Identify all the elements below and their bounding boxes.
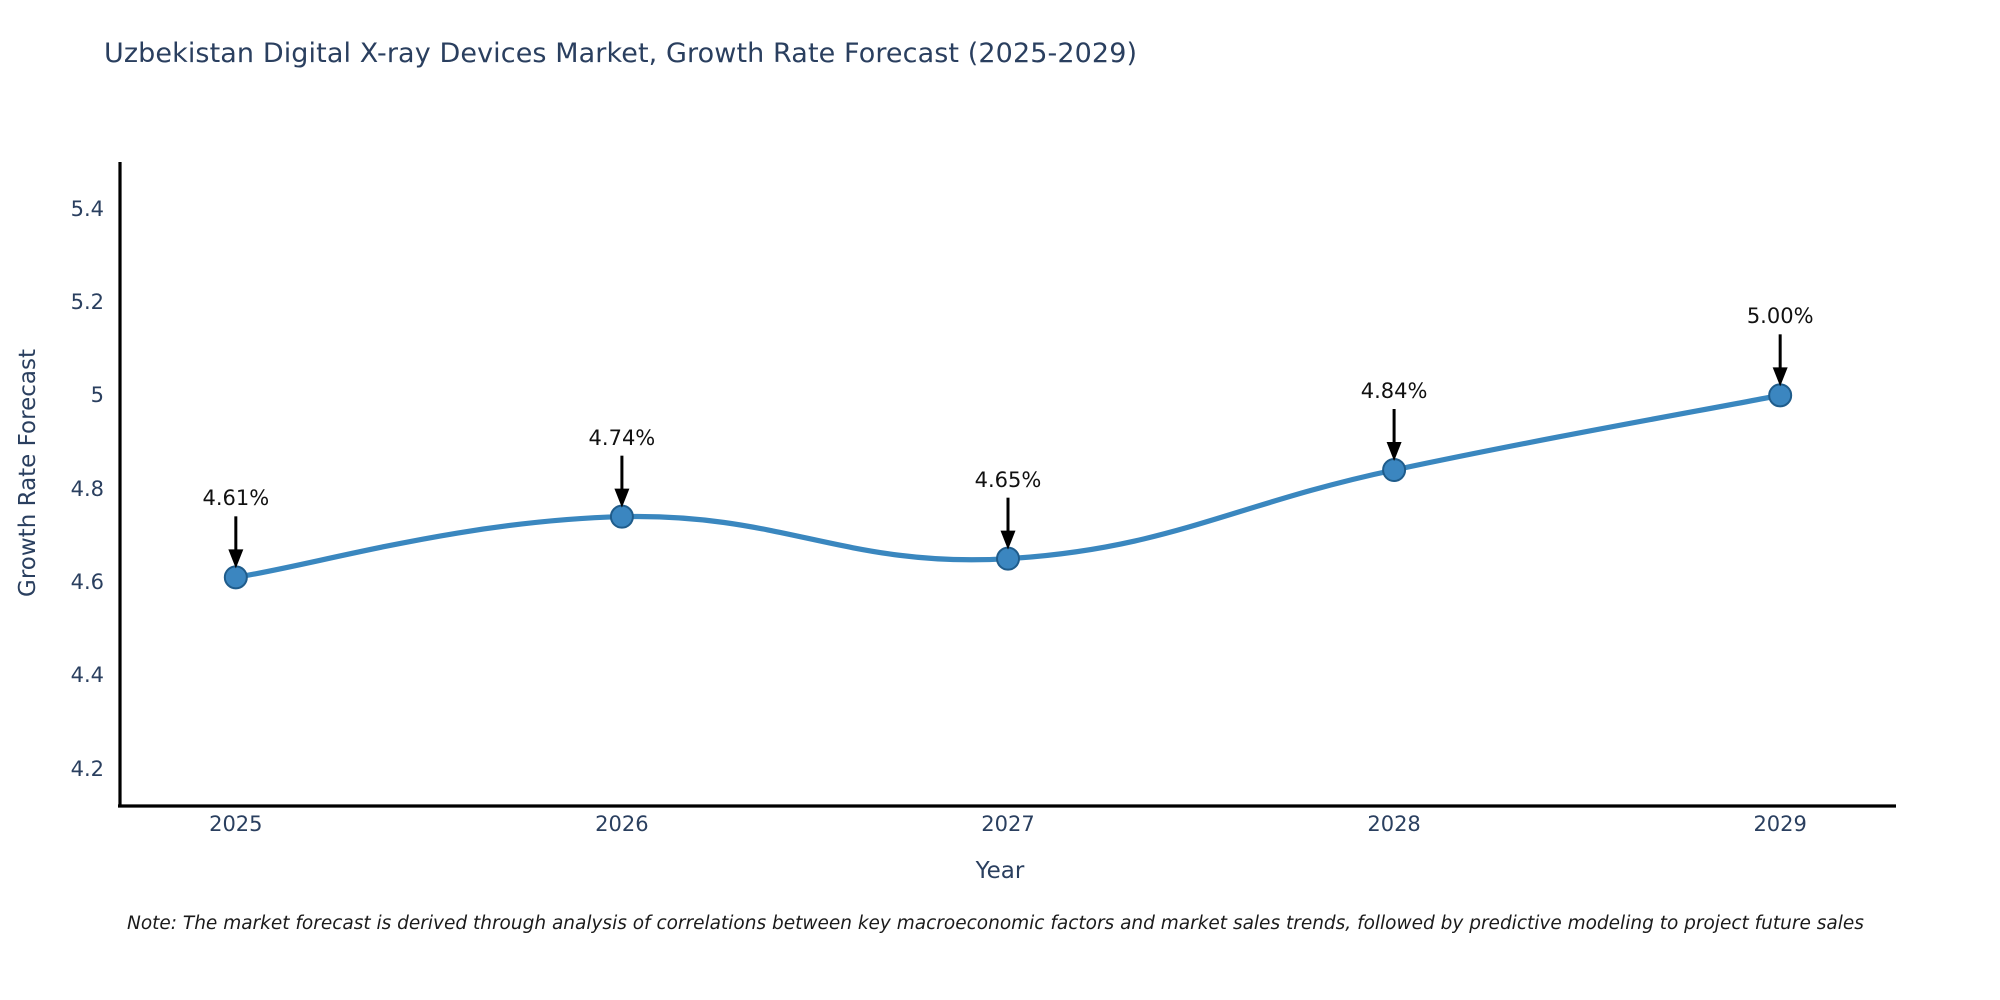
- y-tick-label: 5: [90, 383, 104, 408]
- y-tick-label: 5.4: [70, 196, 104, 221]
- data-point-marker: [1768, 383, 1793, 408]
- x-tick-label: 2028: [1367, 812, 1421, 836]
- annotation-arrow-head: [228, 549, 244, 569]
- y-tick-label: 5.2: [70, 290, 104, 314]
- data-point-marker: [609, 504, 634, 529]
- annotation-arrow-head: [1386, 442, 1402, 461]
- x-axis-title: Year: [975, 858, 1025, 884]
- x-tick-label: 2025: [209, 812, 263, 836]
- data-point-marker: [223, 565, 248, 590]
- annotation-arrow-head: [1000, 530, 1016, 550]
- chart-title: Uzbekistan Digital X-ray Devices Market,…: [104, 38, 1138, 69]
- x-tick-label: 2029: [1753, 812, 1807, 836]
- data-point-markers: [223, 383, 1793, 590]
- chart-footnote: Note: The market forecast is derived thr…: [127, 913, 1864, 934]
- y-tick-label: 4.6: [70, 570, 104, 594]
- data-point-label: 4.74%: [588, 425, 656, 450]
- annotation-arrow-head: [614, 488, 630, 508]
- y-tick-label: 4.2: [70, 756, 104, 781]
- data-point-label: 5.00%: [1746, 304, 1814, 329]
- x-tick-label: 2026: [595, 812, 649, 836]
- data-point-label: 4.61%: [202, 486, 270, 511]
- y-tick-label: 4.8: [70, 476, 104, 501]
- data-point-marker: [996, 546, 1020, 571]
- annotation-arrow-head: [1772, 367, 1788, 387]
- data-point-label: 4.84%: [1360, 379, 1428, 403]
- y-tick-label: 4.4: [70, 663, 104, 688]
- data-point-marker: [1382, 458, 1407, 482]
- x-tick-label: 2027: [981, 812, 1035, 836]
- data-point-label: 4.65%: [974, 467, 1042, 492]
- annotation-arrows: [228, 334, 1788, 569]
- axis-lines: [118, 162, 1896, 808]
